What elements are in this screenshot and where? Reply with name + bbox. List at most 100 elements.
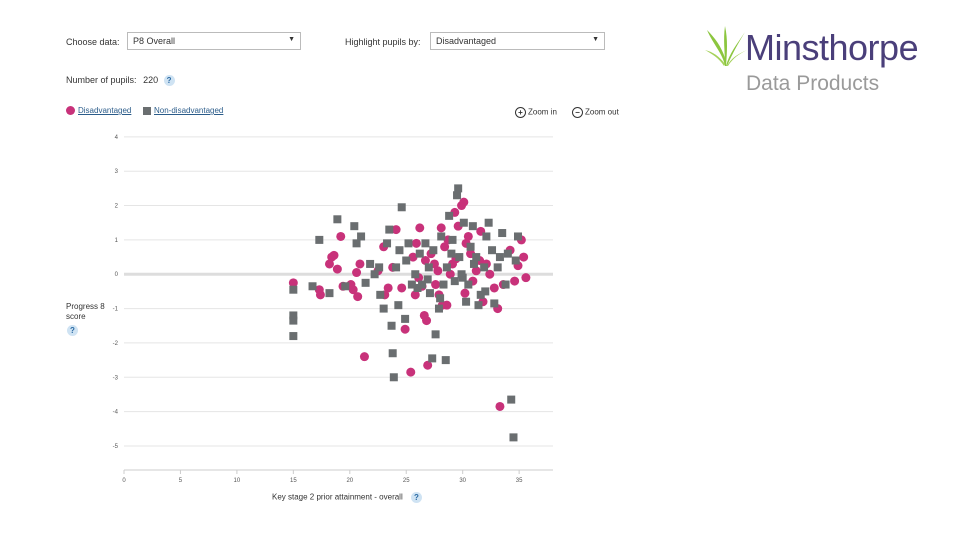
data-point-non-disadvantaged [350, 222, 359, 231]
data-point-non-disadvantaged [469, 259, 478, 268]
data-point-non-disadvantaged [455, 253, 464, 262]
help-icon[interactable]: ? [163, 75, 175, 87]
data-point-non-disadvantaged [482, 232, 491, 241]
data-point-non-disadvantaged [511, 256, 520, 265]
logo-title: Minsthorpe [745, 27, 919, 68]
data-point-disadvantaged [521, 273, 531, 283]
data-point-non-disadvantaged [480, 263, 489, 272]
zoom-out-label: Zoom out [585, 107, 619, 117]
data-point-disadvantaged [355, 259, 365, 269]
data-point-non-disadvantaged [308, 282, 317, 291]
data-point-non-disadvantaged [407, 280, 416, 289]
data-point-non-disadvantaged [468, 222, 477, 231]
data-point-non-disadvantaged [453, 191, 462, 200]
data-point-non-disadvantaged [392, 263, 401, 272]
data-point-non-disadvantaged [389, 373, 398, 382]
highlight-select[interactable]: Disadvantaged ▼ [430, 32, 605, 50]
data-point-non-disadvantaged [495, 253, 504, 262]
data-point-non-disadvantaged [289, 316, 298, 325]
x-tick-label: 35 [516, 478, 523, 484]
zoom-out-icon: − [572, 107, 583, 118]
leaf-logo-icon [705, 26, 747, 66]
data-point-disadvantaged [440, 242, 450, 252]
legend-disadvantaged[interactable]: Disadvantaged [66, 106, 131, 116]
circle-marker-icon [66, 106, 75, 116]
data-point-non-disadvantaged [418, 280, 427, 289]
choose-data-select[interactable]: P8 Overall ▼ [127, 32, 301, 50]
x-tick-label: 25 [403, 478, 410, 484]
data-point-disadvantaged [445, 269, 455, 279]
data-point-non-disadvantaged [395, 246, 404, 255]
data-point-non-disadvantaged [289, 311, 298, 320]
data-point-non-disadvantaged [437, 232, 446, 241]
y-axis-help-icon[interactable]: ? [67, 325, 78, 336]
data-point-disadvantaged [485, 269, 495, 279]
y-tick-label: 1 [115, 238, 119, 244]
data-point-non-disadvantaged [341, 282, 350, 291]
data-point-disadvantaged [359, 352, 369, 362]
data-point-disadvantaged [519, 252, 529, 262]
data-point-non-disadvantaged [383, 239, 392, 248]
zoom-out-button[interactable]: − Zoom out [572, 107, 619, 118]
data-point-non-disadvantaged [466, 242, 475, 251]
data-point-non-disadvantaged [423, 275, 432, 284]
data-point-non-disadvantaged [488, 246, 497, 255]
data-point-non-disadvantaged [472, 253, 481, 262]
data-point-disadvantaged [336, 231, 346, 241]
data-point-non-disadvantaged [441, 356, 450, 365]
data-point-non-disadvantaged [375, 263, 384, 272]
zoom-in-button[interactable]: + Zoom in [515, 107, 557, 118]
data-point-disadvantaged [348, 285, 358, 295]
data-point-non-disadvantaged [413, 283, 422, 292]
data-point-non-disadvantaged [476, 290, 485, 299]
data-point-disadvantaged [391, 225, 401, 235]
data-point-disadvantaged [463, 231, 473, 241]
data-point-non-disadvantaged [436, 294, 445, 303]
data-point-non-disadvantaged [370, 270, 379, 279]
pupils-label: Number of pupils: [66, 75, 137, 85]
data-point-non-disadvantaged [415, 249, 424, 258]
data-point-non-disadvantaged [507, 395, 516, 404]
data-point-non-disadvantaged [490, 299, 499, 308]
data-point-non-disadvantaged [352, 239, 361, 248]
choose-data-label: Choose data: [66, 37, 120, 47]
y-axis-label: Progress 8 score [66, 302, 105, 321]
data-point-disadvantaged [324, 259, 334, 269]
data-point-non-disadvantaged [404, 239, 413, 248]
data-point-non-disadvantaged [402, 256, 411, 265]
data-point-non-disadvantaged [325, 289, 334, 298]
data-point-disadvantaged [397, 283, 407, 293]
legend-non-disadvantaged-label: Non-disadvantaged [154, 106, 224, 115]
data-point-non-disadvantaged [448, 235, 457, 244]
highlight-label: Highlight pupils by: [345, 37, 421, 47]
logo-subtitle: Data Products [746, 72, 880, 95]
data-point-disadvantaged [422, 316, 432, 326]
data-point-disadvantaged [410, 290, 420, 300]
data-point-non-disadvantaged [333, 215, 342, 224]
data-point-non-disadvantaged [429, 246, 438, 255]
data-point-non-disadvantaged [388, 349, 397, 358]
data-point-disadvantaged [288, 278, 298, 288]
data-point-non-disadvantaged [514, 232, 523, 241]
data-point-disadvantaged [510, 276, 520, 286]
data-point-non-disadvantaged [434, 304, 443, 313]
x-tick-label: 20 [346, 478, 353, 484]
data-point-non-disadvantaged [397, 203, 406, 212]
data-point-disadvantaged [459, 197, 469, 207]
data-point-non-disadvantaged [394, 301, 403, 310]
data-point-non-disadvantaged [509, 433, 518, 442]
pupils-count-row: Number of pupils: 220 ? [66, 75, 175, 87]
data-point-non-disadvantaged [459, 218, 468, 227]
data-point-disadvantaged [431, 280, 441, 290]
legend-non-disadvantaged[interactable]: Non-disadvantaged [143, 106, 223, 115]
y-tick-label: 2 [115, 204, 119, 210]
data-point-disadvantaged [471, 266, 481, 276]
data-point-non-disadvantaged [458, 273, 467, 282]
data-point-non-disadvantaged [484, 218, 493, 227]
data-point-non-disadvantaged [442, 263, 451, 272]
zoom-in-icon: + [515, 107, 526, 118]
data-point-non-disadvantaged [503, 249, 512, 258]
data-point-non-disadvantaged [439, 280, 448, 289]
x-axis-help-icon[interactable]: ? [410, 492, 422, 503]
data-point-non-disadvantaged [421, 239, 430, 248]
